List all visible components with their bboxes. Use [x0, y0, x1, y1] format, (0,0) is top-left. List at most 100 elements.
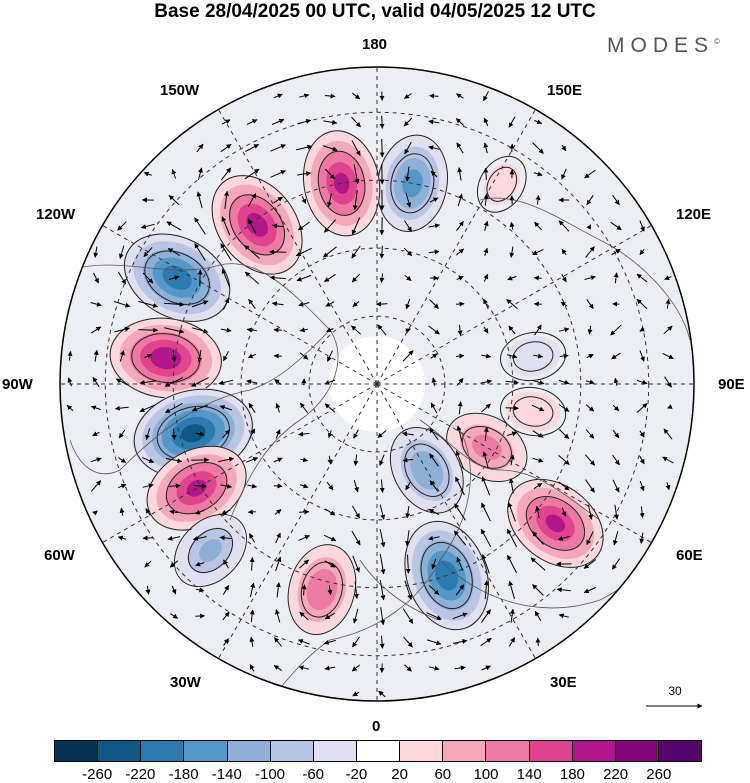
wind-vector — [455, 584, 465, 596]
wind-vector — [379, 529, 386, 548]
map-boundary — [59, 66, 695, 702]
wind-vector — [612, 454, 620, 466]
wind-vector — [428, 535, 440, 541]
wind-vector — [298, 431, 310, 437]
wind-vector — [428, 223, 440, 229]
wind-vector — [585, 429, 595, 439]
colorbar-tick-label: 140 — [516, 766, 542, 783]
wind-vector — [114, 405, 129, 411]
colorbar-swatch — [443, 741, 487, 761]
streamline — [500, 386, 567, 437]
wind-vector — [244, 245, 260, 259]
wind-vector — [196, 143, 204, 153]
wind-vector — [428, 145, 440, 151]
meridian — [376, 383, 652, 543]
colorbar-tick-label: 180 — [559, 766, 585, 783]
wind-vector — [583, 587, 596, 594]
wind-vector — [430, 402, 438, 414]
wind-vector — [323, 534, 337, 542]
wind-vector — [299, 327, 309, 333]
wind-vector — [610, 324, 622, 336]
wind-vector — [351, 217, 361, 235]
wind-vector — [248, 402, 256, 413]
wind-vector — [405, 481, 411, 491]
wind-vector — [428, 585, 440, 595]
wind-vector — [532, 430, 544, 438]
wind-vector — [456, 220, 464, 231]
wind-vector — [428, 119, 440, 125]
wind-vector — [509, 478, 514, 494]
wind-vector — [533, 482, 543, 490]
wind-vector — [143, 171, 153, 177]
colorbar-tick-label: -260 — [82, 766, 113, 783]
wind-vector — [248, 533, 256, 543]
wind-vector — [193, 483, 207, 489]
wind-vector — [377, 324, 387, 336]
colorbar-swatch — [400, 741, 444, 761]
wind-vector — [483, 426, 489, 441]
colorbar-tick-label: -180 — [168, 766, 199, 783]
wind-vector — [222, 611, 230, 621]
wind-vector — [453, 530, 467, 546]
wind-vector — [269, 275, 286, 281]
wind-vector — [324, 560, 336, 568]
wind-vector — [534, 324, 542, 336]
wind-vector — [168, 195, 180, 205]
wind-vector — [481, 665, 491, 671]
wind-vector — [480, 637, 492, 647]
lon-label-120w: 120W — [36, 206, 76, 223]
wind-vector — [322, 145, 338, 152]
wind-vector — [456, 142, 464, 154]
wind-vector — [273, 353, 282, 359]
wind-vector — [248, 298, 256, 309]
wind-vector — [639, 248, 645, 256]
wind-vector — [508, 116, 516, 128]
wind-vector — [117, 221, 127, 231]
wind-vector — [223, 559, 229, 569]
wind-vector — [639, 481, 645, 492]
wind-vector — [426, 612, 442, 620]
wind-vector — [455, 450, 465, 470]
wind-vector — [326, 327, 334, 332]
wind-vector — [558, 327, 570, 333]
wind-vector — [220, 143, 232, 153]
wind-vector — [481, 403, 491, 413]
wind-vector — [430, 170, 438, 178]
wind-vector — [379, 273, 385, 283]
wind-vector — [270, 170, 286, 178]
wind-vector — [143, 247, 153, 257]
wind-vector — [506, 299, 518, 309]
wind-vector — [119, 350, 125, 362]
modes-logo: MODES© — [607, 34, 720, 58]
wind-vector — [324, 379, 336, 385]
wind-vector — [327, 193, 332, 208]
wind-vector — [145, 428, 151, 441]
streamline — [512, 341, 554, 372]
wind-vector — [610, 221, 622, 231]
wind-vector — [532, 142, 544, 154]
wind-vector — [353, 454, 359, 466]
wind-vector — [326, 481, 334, 491]
wind-vector — [273, 457, 283, 463]
wind-vector — [639, 220, 645, 232]
wind-vector — [90, 457, 102, 463]
wind-vector — [531, 379, 545, 385]
streamline — [109, 317, 222, 399]
wind-vector — [533, 301, 542, 307]
wind-vector — [352, 301, 360, 307]
lon-label-90w: 90W — [2, 376, 33, 393]
wind-vector — [93, 246, 99, 258]
colorbar-tick-label: 100 — [473, 766, 499, 783]
wind-vector — [664, 275, 672, 280]
wind-vector — [586, 353, 594, 359]
wind-vector — [404, 580, 413, 600]
wind-vector — [587, 325, 593, 335]
colorbar-tick-label: -60 — [302, 766, 325, 783]
wind-vector — [586, 224, 592, 230]
wind-vector — [171, 350, 177, 362]
wind-vector — [221, 509, 231, 515]
wind-vector — [430, 353, 438, 359]
colorbar-tick-label: -20 — [345, 766, 368, 783]
wind-vector — [167, 483, 181, 489]
wind-vector — [273, 483, 283, 489]
